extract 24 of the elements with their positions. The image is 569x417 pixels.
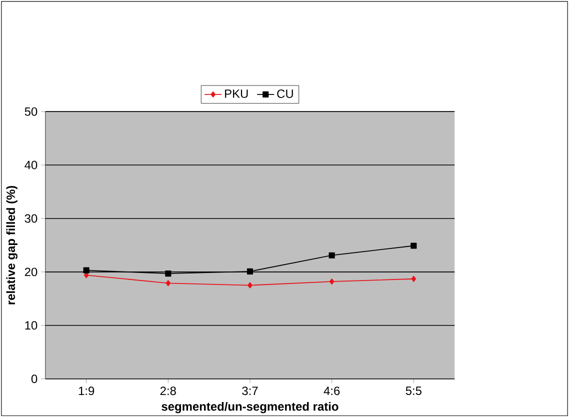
y-tick-label: 50 — [24, 107, 38, 116]
y-axis-title: relative gap filled (%) — [6, 186, 18, 304]
y-tick-label: 10 — [25, 321, 38, 330]
point — [328, 252, 335, 258]
y-tick-label: 0 — [31, 374, 38, 383]
y-tick-label: 40 — [24, 160, 38, 170]
x-tick-label: 2:8 — [160, 386, 176, 396]
x-tick-label: 4:6 — [324, 386, 340, 396]
point — [248, 282, 252, 288]
legend-label: CU — [277, 89, 293, 98]
x-tick-label: 5:5 — [406, 386, 422, 395]
point — [83, 267, 90, 274]
y-tick-label: 20 — [24, 268, 38, 276]
x-tick-label: 1:9 — [78, 386, 94, 396]
legend-label: PKU — [225, 90, 248, 98]
point — [165, 270, 172, 277]
x-tick-label: 3:7 — [242, 386, 258, 396]
x-axis-title: segmented/un-segmented ratio — [162, 402, 338, 414]
y-tick-label: 30 — [24, 214, 38, 223]
point — [246, 268, 254, 274]
point — [329, 278, 334, 285]
point — [166, 280, 171, 286]
point — [411, 276, 416, 282]
point — [410, 242, 417, 249]
